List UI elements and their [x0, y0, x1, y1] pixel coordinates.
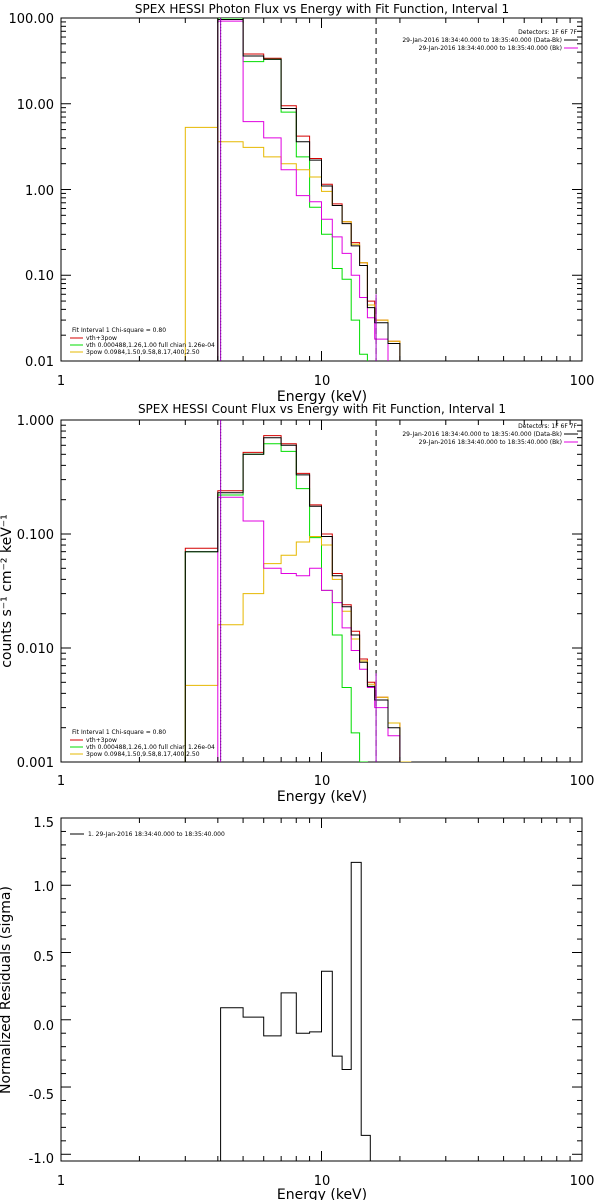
- legend-vth-3pow: vth+3pow: [86, 335, 117, 342]
- series-4-step-line: [184, 437, 401, 762]
- series-0-step-line: [217, 18, 401, 361]
- photon-x-tick-label: 10: [314, 374, 331, 389]
- photon-y-tick-label: 1.00: [25, 184, 54, 199]
- residual-y-axis-label: Normalized Residuals (sigma): [0, 886, 14, 1094]
- count-y-tick-label: 0.100: [17, 528, 54, 543]
- residual-y-tick-label: 0.0: [33, 1019, 54, 1034]
- legend-data-bk: 29-Jan-2016 18:34:40.000 to 18:35:40.000…: [402, 431, 562, 438]
- residual-y-tick-label: 0.5: [33, 950, 54, 965]
- legend-fit-interval: Fit Interval 1 Chi-square = 0.80: [72, 327, 166, 334]
- residuals-panel: 1 10 100 -1.0 -0.5 0.0 0.5 1.0 1.5 Energ…: [0, 816, 594, 1200]
- photon-x-axis-label: Energy (keV): [277, 389, 367, 405]
- legend-interval: 1. 29-Jan-2016 18:34:40.000 to 18:35:40.…: [88, 831, 225, 838]
- photon-x-tick-label: 100: [570, 374, 595, 389]
- count-flux-title: SPEX HESSI Count Flux vs Energy with Fit…: [138, 402, 506, 416]
- residual-y-tick-label: 1.5: [33, 816, 54, 831]
- residual-legend: 1. 29-Jan-2016 18:34:40.000 to 18:35:40.…: [70, 831, 225, 838]
- residual-x-axis-label: Energy (keV): [277, 1187, 367, 1200]
- count-x-tick-label: 100: [570, 774, 595, 789]
- series-0-step-line: [184, 435, 412, 762]
- legend-bk: 29-Jan-2016 18:34:40.000 to 18:35:40.000…: [419, 45, 562, 52]
- count-x-tick-label: 1: [57, 774, 65, 789]
- legend-detectors: Detectors: 1F 6F 7F: [518, 423, 577, 430]
- series-0-step-line: [220, 861, 377, 1161]
- count-x-tick-label: 10: [314, 774, 331, 789]
- photon-y-tick-label: 10.00: [17, 98, 54, 113]
- photon-y-tick-label: 0.10: [25, 269, 54, 284]
- residual-y-tick-label: -1.0: [29, 1152, 54, 1167]
- photon-x-tick-label: 1: [57, 374, 65, 389]
- legend-data-bk: 29-Jan-2016 18:34:40.000 to 18:35:40.000…: [402, 37, 562, 44]
- residual-x-tick-label: 100: [570, 1174, 595, 1189]
- series-2-step-line: [184, 536, 412, 762]
- count-legend-bottom-left: Fit Interval 1 Chi-square = 0.80 vth+3po…: [70, 729, 215, 758]
- series-2-step-line: [184, 126, 401, 361]
- legend-vth-3pow: vth+3pow: [86, 737, 117, 744]
- series-3-step-line: [217, 496, 401, 762]
- photon-y-tick-label: 100.00: [9, 12, 55, 27]
- count-flux-frame: [60, 419, 583, 763]
- photon-legend-bottom-left: Fit Interval 1 Chi-square = 0.80 vth+3po…: [70, 327, 215, 356]
- photon-flux-title: SPEX HESSI Photon Flux vs Energy with Fi…: [135, 2, 509, 16]
- legend-vth: vth 0.000488,1.26,1.00 full chian 1.26e-…: [86, 342, 215, 349]
- photon-y-tick-label: 0.01: [25, 355, 54, 370]
- count-x-axis-label: Energy (keV): [277, 789, 367, 805]
- count-y-axis-label: counts s⁻¹ cm⁻² keV⁻¹: [0, 514, 15, 668]
- photon-legend-top-right: Detectors: 1F 6F 7F 29-Jan-2016 18:34:40…: [402, 29, 578, 52]
- legend-3pow: 3pow 0.0984,1.50,9.58,8.17,400,2.50: [86, 349, 200, 356]
- photon-flux-panel: SPEX HESSI Photon Flux vs Energy with Fi…: [9, 2, 595, 405]
- legend-fit-interval: Fit Interval 1 Chi-square = 0.80: [72, 729, 166, 736]
- legend-vth: vth 0.000488,1.26,1.00 full chian 1.26e-…: [86, 744, 215, 751]
- legend-3pow: 3pow 0.0984,1.50,9.58,8.17,400,2.50: [86, 751, 200, 758]
- count-legend-top-right: Detectors: 1F 6F 7F 29-Jan-2016 18:34:40…: [402, 423, 578, 446]
- legend-bk: 29-Jan-2016 18:34:40.000 to 18:35:40.000…: [419, 439, 562, 446]
- residual-x-tick-label: 10: [314, 1174, 331, 1189]
- count-y-tick-label: 1.000: [17, 414, 54, 429]
- residual-y-tick-label: 1.0: [33, 880, 54, 895]
- count-y-tick-label: 0.001: [17, 756, 54, 771]
- residual-x-tick-label: 1: [57, 1174, 65, 1189]
- legend-detectors: Detectors: 1F 6F 7F: [518, 29, 577, 36]
- series-3-step-line: [217, 20, 389, 361]
- count-flux-panel: SPEX HESSI Count Flux vs Energy with Fit…: [0, 402, 595, 805]
- residual-y-tick-label: -0.5: [29, 1088, 54, 1103]
- count-y-tick-label: 0.010: [17, 642, 54, 657]
- series-1-step-line: [184, 443, 368, 762]
- series-4-step-line: [217, 19, 401, 361]
